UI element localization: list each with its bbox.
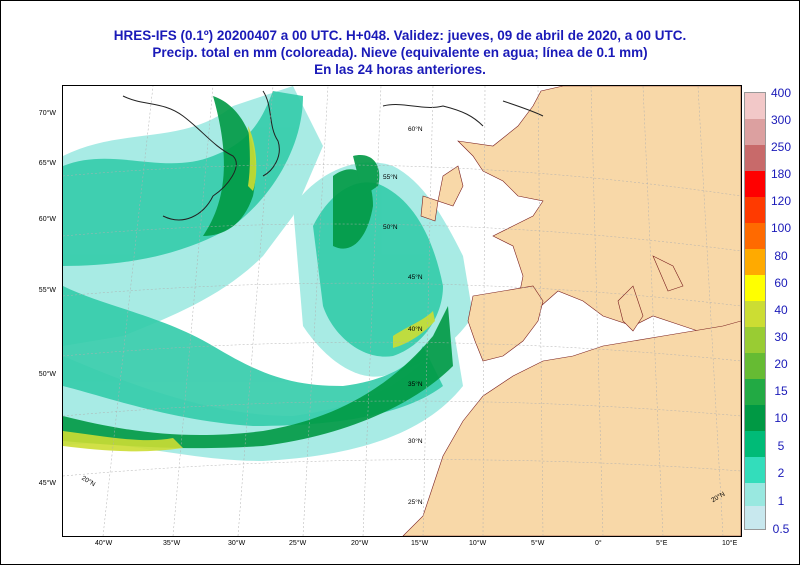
title-line-3: En las 24 horas anteriores. xyxy=(314,62,486,77)
legend-swatch xyxy=(745,119,765,145)
lon-label-10w: 10°W xyxy=(469,540,487,547)
legend-label: 180 xyxy=(770,167,792,181)
precip-colorbar xyxy=(744,92,766,530)
precip-dark xyxy=(63,96,453,449)
precipitation-map[interactable]: 55°N 50°N 45°N 40°N 35°N 30°N 25°N 60°N … xyxy=(62,85,742,537)
lat-label-30n: 30°N xyxy=(408,438,423,445)
legend-swatch xyxy=(745,145,765,171)
legend-swatch xyxy=(745,249,765,275)
legend-label: 60 xyxy=(774,276,788,290)
legend-swatch xyxy=(745,93,765,119)
lat-label-40n: 40°N xyxy=(408,326,423,333)
legend-swatch xyxy=(745,457,765,483)
legend-swatch xyxy=(745,171,765,197)
left-label-55: 55°W xyxy=(38,287,56,294)
lat-label-50n: 50°N xyxy=(383,224,398,231)
lat-label-55n: 55°N xyxy=(383,174,398,181)
legend-swatch xyxy=(745,506,765,529)
coastlines-north xyxy=(122,90,544,221)
legend-label: 300 xyxy=(770,113,792,127)
lat-label-25n: 25°N xyxy=(408,499,423,506)
legend-swatch xyxy=(745,405,765,431)
precip-yellow-band xyxy=(63,126,435,452)
legend-swatch xyxy=(745,223,765,249)
legend-swatch xyxy=(745,431,765,457)
legend-swatch xyxy=(745,275,765,301)
legend-label: 40 xyxy=(774,303,788,317)
left-label-70: 70°W xyxy=(38,110,56,117)
legend-label: 5 xyxy=(777,439,785,453)
lon-label-15w: 15°W xyxy=(411,540,429,547)
legend-label: 2 xyxy=(777,466,785,480)
legend-label: 0.5 xyxy=(772,522,790,536)
legend-swatch xyxy=(745,483,765,506)
legend-swatch xyxy=(745,327,765,353)
land-masses xyxy=(402,86,741,536)
lon-label-25w: 25°W xyxy=(289,540,307,547)
lon-label-35w: 35°W xyxy=(163,540,181,547)
legend-label: 30 xyxy=(774,330,788,344)
map-canvas xyxy=(63,86,741,536)
graticule xyxy=(63,86,741,536)
title-line-2: Precip. total en mm (coloreada). Nieve (… xyxy=(152,45,648,60)
lat-label-60n: 60°N xyxy=(408,126,423,133)
legend-label: 1 xyxy=(777,494,785,508)
lon-label-0: 0° xyxy=(595,540,602,547)
lat-label-45n: 45°N xyxy=(408,274,423,281)
lon-label-30w: 30°W xyxy=(228,540,246,547)
legend-swatch xyxy=(745,353,765,379)
left-label-60: 60°W xyxy=(38,216,56,223)
map-title: HRES-IFS (0.1º) 20200407 a 00 UTC. H+048… xyxy=(0,27,800,78)
legend-swatch xyxy=(745,197,765,223)
legend-swatch xyxy=(745,301,765,327)
title-line-1: HRES-IFS (0.1º) 20200407 a 00 UTC. H+048… xyxy=(113,28,687,43)
legend-swatch xyxy=(745,379,765,405)
legend-label: 10 xyxy=(774,411,788,425)
legend-label: 250 xyxy=(770,140,792,154)
legend-label: 80 xyxy=(774,249,788,263)
lat-label-35n: 35°N xyxy=(408,381,423,388)
lon-label-40w: 40°W xyxy=(95,540,113,547)
lon-label-5e: 5°E xyxy=(656,540,668,547)
legend-label: 15 xyxy=(774,384,788,398)
legend-label: 100 xyxy=(770,221,792,235)
left-label-45: 45°W xyxy=(38,480,56,487)
left-label-65: 65°W xyxy=(38,160,56,167)
lon-label-5w: 5°W xyxy=(531,540,545,547)
legend-label: 120 xyxy=(770,194,792,208)
left-label-50: 50°W xyxy=(38,371,56,378)
legend-label: 20 xyxy=(774,357,788,371)
lon-label-20w: 20°W xyxy=(351,540,369,547)
lon-label-10e: 10°E xyxy=(722,540,738,547)
legend-label: 400 xyxy=(770,86,792,100)
